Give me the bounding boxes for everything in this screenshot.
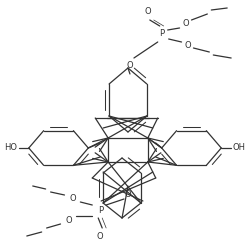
Text: HO: HO — [4, 143, 17, 152]
Text: P: P — [158, 29, 164, 39]
Text: O: O — [184, 42, 190, 51]
Text: O: O — [144, 7, 150, 16]
Text: O: O — [69, 193, 75, 202]
Text: O: O — [96, 232, 103, 241]
Text: O: O — [65, 215, 71, 225]
Text: O: O — [124, 189, 131, 198]
Text: P: P — [97, 205, 102, 214]
Text: OH: OH — [232, 143, 244, 152]
Text: O: O — [182, 19, 188, 28]
Text: O: O — [126, 62, 133, 70]
